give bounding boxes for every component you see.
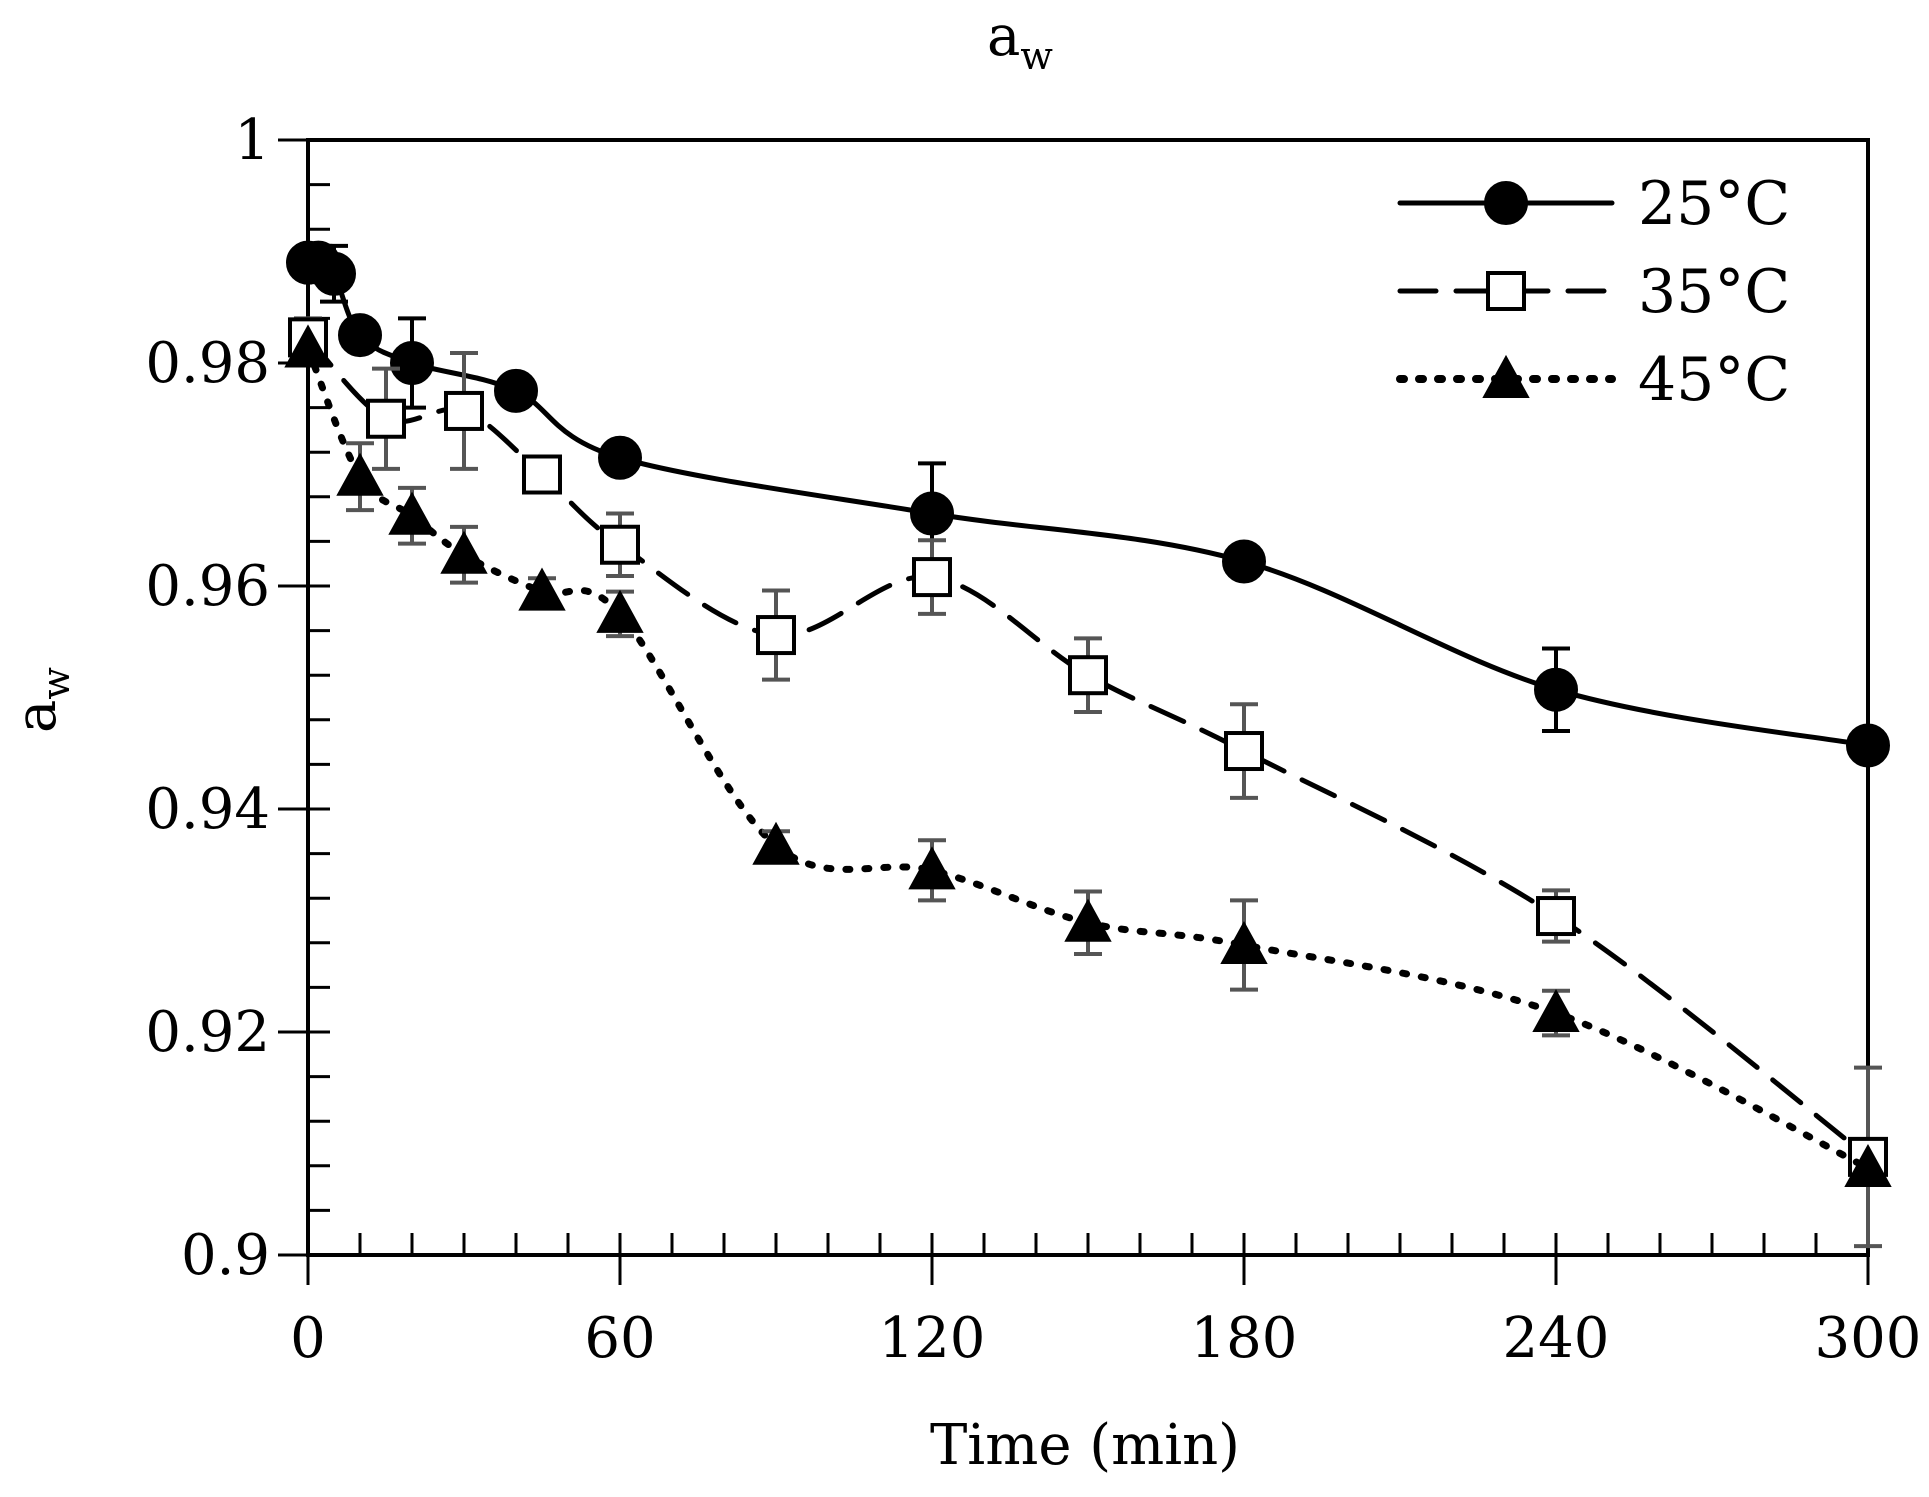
data-point-35c [1068, 655, 1108, 696]
y-tick-label: 1 [234, 108, 270, 173]
y-tick-label: 0.98 [145, 331, 270, 396]
data-point-25c [390, 341, 434, 385]
data-point-35c [756, 615, 796, 656]
data-point-25c [1846, 723, 1890, 768]
data-point-25c [1222, 539, 1266, 584]
y-tick-label: 0.94 [145, 777, 270, 842]
legend: 25°C 35°C 45°C [1396, 169, 1790, 415]
data-point-45c [336, 452, 384, 496]
legend-marker-25c [1484, 181, 1528, 225]
y-tick-label: 0.96 [145, 554, 270, 619]
data-point-35c [522, 454, 562, 495]
data-point-45c [284, 324, 332, 368]
data-point-45c [518, 567, 566, 611]
y-tick-label: 0.92 [145, 1000, 270, 1065]
data-point-25c [338, 313, 382, 358]
data-point-45c [596, 589, 644, 633]
x-tick-label: 300 [1815, 1306, 1922, 1371]
y-axis-label: aw [4, 667, 78, 733]
x-tick-label: 60 [584, 1306, 655, 1371]
data-point-35c [366, 398, 406, 439]
x-tick-label: 240 [1503, 1306, 1610, 1371]
x-tick-label: 180 [1191, 1306, 1298, 1371]
data-point-45c [752, 821, 800, 865]
tick-labels: 0.9 0.92 0.94 0.96 0.98 1 0 60 120 180 240 300 [145, 108, 1921, 1371]
series-line-25c [305, 259, 1871, 748]
x-tick-label: 0 [290, 1306, 326, 1371]
data-point-35c [1224, 731, 1264, 772]
series-25c [286, 240, 1890, 768]
legend-marker-45c [1482, 354, 1530, 398]
legend-label-25c: 25°C [1638, 169, 1790, 239]
data-point-25c [598, 435, 642, 480]
data-point-25c [312, 251, 356, 296]
data-point-45c [1220, 920, 1268, 965]
data-point-25c [1534, 667, 1578, 712]
data-point-45c [1064, 898, 1112, 942]
data-point-25c [494, 368, 538, 413]
legend-label-35c: 35°C [1638, 257, 1790, 327]
data-point-35c [1536, 896, 1576, 937]
series-45c [284, 324, 1892, 1188]
data-point-25c [910, 491, 954, 536]
data-point-45c [908, 846, 956, 890]
chart-title: aw [987, 4, 1053, 78]
data-point-35c [912, 557, 952, 598]
legend-label-45c: 45°C [1638, 345, 1790, 415]
x-tick-label: 120 [879, 1306, 986, 1371]
data-point-35c [600, 524, 640, 565]
data-point-35c [444, 390, 484, 431]
legend-marker-35c [1486, 271, 1526, 311]
data-point-45c [440, 530, 488, 574]
data-point-45c [1844, 1143, 1892, 1188]
y-tick-label: 0.9 [181, 1223, 270, 1288]
data-point-45c [1532, 988, 1580, 1033]
series-layer [284, 240, 1892, 1249]
x-axis-label: Time (min) [930, 1413, 1240, 1478]
series-35c [288, 316, 1888, 1249]
data-point-45c [388, 491, 436, 535]
